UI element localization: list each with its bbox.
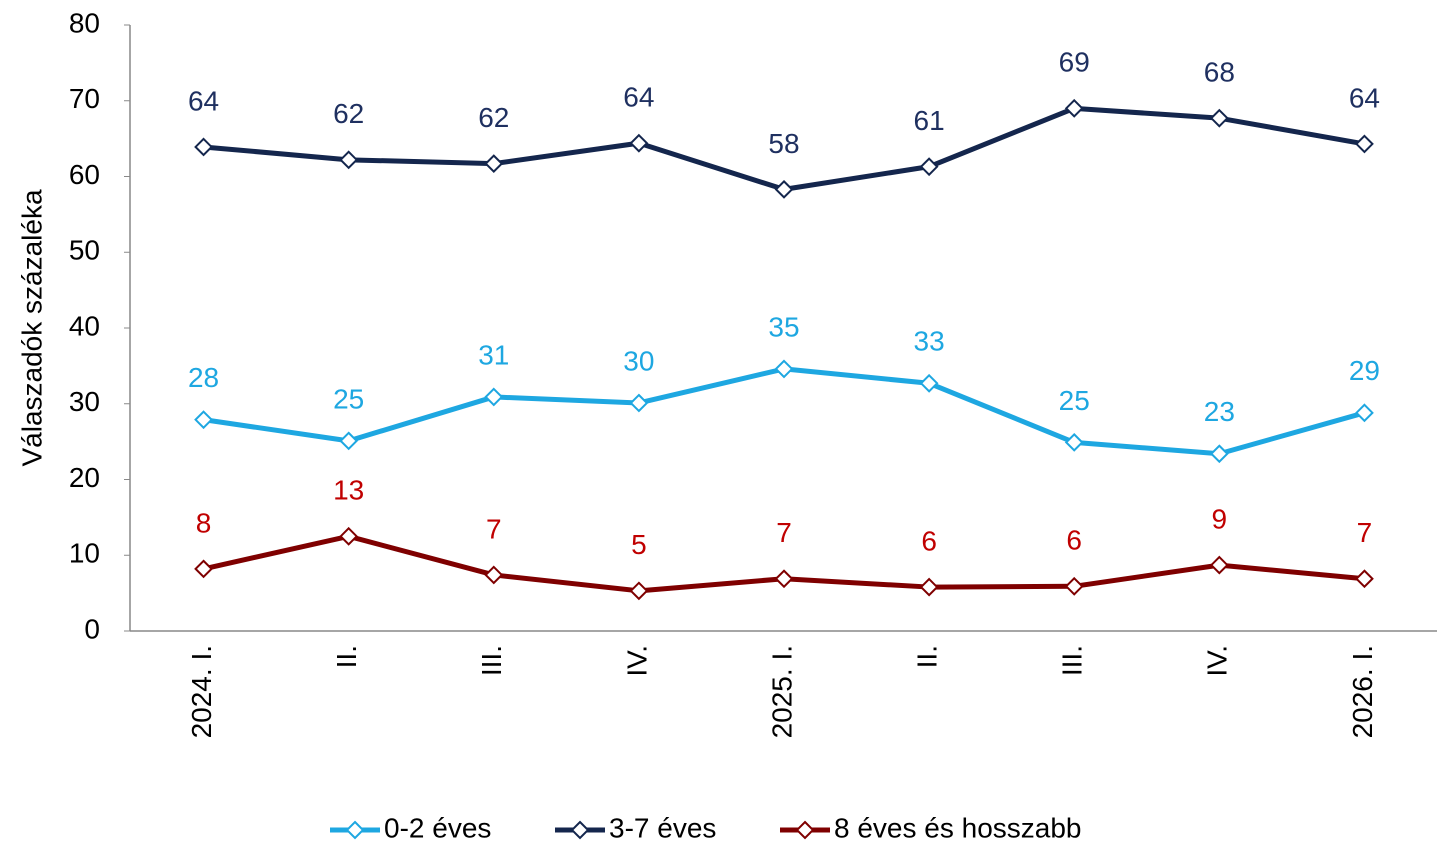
data-label: 62	[333, 98, 364, 129]
marker	[774, 359, 794, 379]
y-tick-label: 50	[69, 235, 100, 266]
data-label: 7	[776, 517, 792, 548]
marker	[339, 431, 359, 451]
series-line	[203, 366, 1366, 457]
data-label: 30	[623, 345, 654, 376]
marker	[629, 133, 649, 153]
x-tick-label: II.	[912, 645, 943, 668]
marker	[919, 577, 939, 597]
legend-label: 0-2 éves	[384, 812, 491, 843]
legend-marker	[570, 820, 590, 840]
marker	[1209, 555, 1229, 575]
x-tick-label: IV.	[1202, 645, 1233, 677]
data-label: 13	[333, 475, 364, 506]
legend-label: 8 éves és hosszabb	[834, 812, 1082, 843]
y-tick-label: 80	[69, 7, 100, 38]
y-tick-label: 60	[69, 159, 100, 190]
y-tick-label: 70	[69, 83, 100, 114]
legend-label: 3-7 éves	[609, 812, 716, 843]
marker	[1064, 576, 1084, 596]
marker	[774, 569, 794, 589]
marker	[339, 150, 359, 170]
data-label: 6	[1066, 525, 1082, 556]
legend-marker	[345, 820, 365, 840]
x-tick-label: III.	[476, 645, 507, 676]
data-label: 7	[1357, 517, 1373, 548]
data-label: 25	[1059, 385, 1090, 416]
marker	[1209, 444, 1229, 464]
marker	[919, 157, 939, 177]
data-label: 8	[196, 507, 212, 538]
marker	[194, 559, 213, 579]
data-label: 64	[1349, 82, 1380, 113]
legend-marker	[795, 820, 815, 840]
marker	[194, 137, 213, 157]
data-label: 5	[631, 529, 647, 560]
data-label: 23	[1204, 396, 1235, 427]
marker	[629, 393, 649, 413]
x-tick-label: III.	[1057, 645, 1088, 676]
y-tick-label: 40	[69, 310, 100, 341]
marker	[1355, 134, 1374, 154]
y-tick-label: 30	[69, 386, 100, 417]
marker	[194, 410, 213, 430]
y-tick-label: 10	[69, 538, 100, 569]
data-label: 31	[478, 339, 509, 370]
x-tick-label: II.	[331, 645, 362, 668]
marker	[484, 565, 504, 585]
data-label: 28	[188, 362, 219, 393]
data-label: 25	[333, 383, 364, 414]
x-tick-label: 2025. I.	[766, 645, 797, 738]
marker	[1064, 98, 1084, 118]
data-label: 6	[921, 525, 937, 556]
x-tick-label: 2024. I.	[186, 645, 217, 738]
marker	[629, 581, 649, 601]
data-label: 7	[486, 513, 502, 544]
marker	[774, 179, 794, 199]
data-label: 68	[1204, 57, 1235, 88]
data-label: 64	[623, 82, 654, 113]
data-label: 9	[1212, 503, 1228, 534]
data-label: 64	[188, 85, 219, 116]
y-axis-label: Válaszadók százaléka	[16, 189, 47, 466]
marker	[484, 387, 504, 407]
x-tick-label: IV.	[621, 645, 652, 677]
marker	[339, 526, 359, 546]
data-label: 29	[1349, 355, 1380, 386]
data-label: 58	[768, 128, 799, 159]
data-label: 35	[768, 311, 799, 342]
marker	[1355, 403, 1374, 423]
data-label: 61	[914, 105, 945, 136]
y-tick-label: 0	[84, 613, 100, 644]
marker	[1064, 432, 1084, 452]
y-tick-label: 20	[69, 462, 100, 493]
data-label: 33	[914, 326, 945, 357]
marker	[919, 373, 939, 393]
marker	[1355, 569, 1374, 589]
marker	[484, 154, 504, 174]
marker	[1209, 108, 1229, 128]
x-tick-label: 2026. I.	[1347, 645, 1378, 738]
data-label: 62	[478, 102, 509, 133]
data-label: 69	[1059, 47, 1090, 78]
